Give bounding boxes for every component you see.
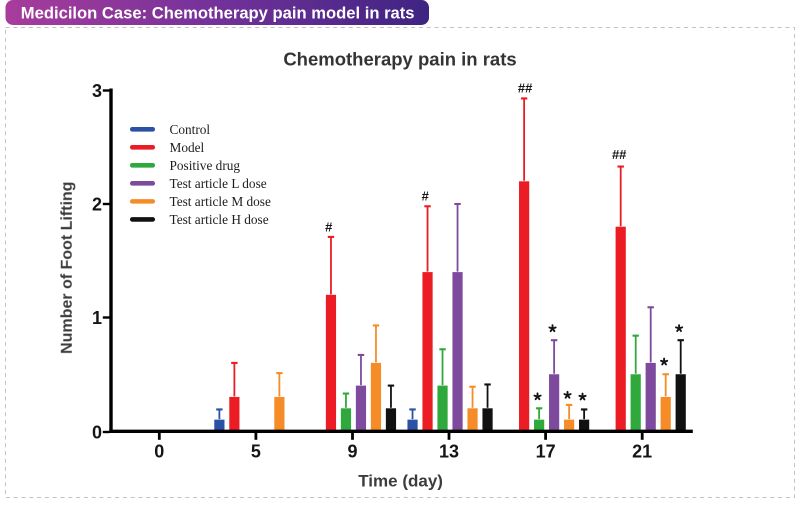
svg-text:9: 9: [347, 442, 357, 462]
svg-text:#: #: [422, 188, 430, 203]
svg-text:#: #: [325, 219, 333, 234]
svg-text:21: 21: [632, 442, 652, 462]
svg-text:Chemotherapy pain in rats: Chemotherapy pain in rats: [283, 49, 516, 70]
svg-text:Test article M dose: Test article M dose: [170, 194, 271, 209]
svg-text:5: 5: [251, 442, 261, 462]
svg-text:Model: Model: [170, 140, 205, 155]
svg-text:##: ##: [518, 80, 533, 95]
svg-text:0: 0: [154, 442, 164, 462]
svg-text:Time (day): Time (day): [358, 472, 443, 491]
svg-text:Test article L dose: Test article L dose: [170, 176, 267, 191]
svg-text:13: 13: [439, 442, 459, 462]
svg-text:Control: Control: [170, 122, 211, 137]
svg-text:0: 0: [92, 423, 102, 443]
svg-text:1: 1: [92, 308, 102, 328]
svg-text:Medicilon Case: Chemotherapy p: Medicilon Case: Chemotherapy pain model …: [21, 4, 415, 23]
svg-text:2: 2: [92, 195, 102, 215]
svg-text:Positive drug: Positive drug: [170, 158, 241, 173]
svg-text:Number of Foot Lifting: Number of Foot Lifting: [59, 181, 76, 353]
svg-text:3: 3: [92, 81, 102, 101]
svg-text:Test article H dose: Test article H dose: [170, 212, 269, 227]
svg-text:##: ##: [612, 147, 627, 162]
svg-text:17: 17: [536, 442, 556, 462]
